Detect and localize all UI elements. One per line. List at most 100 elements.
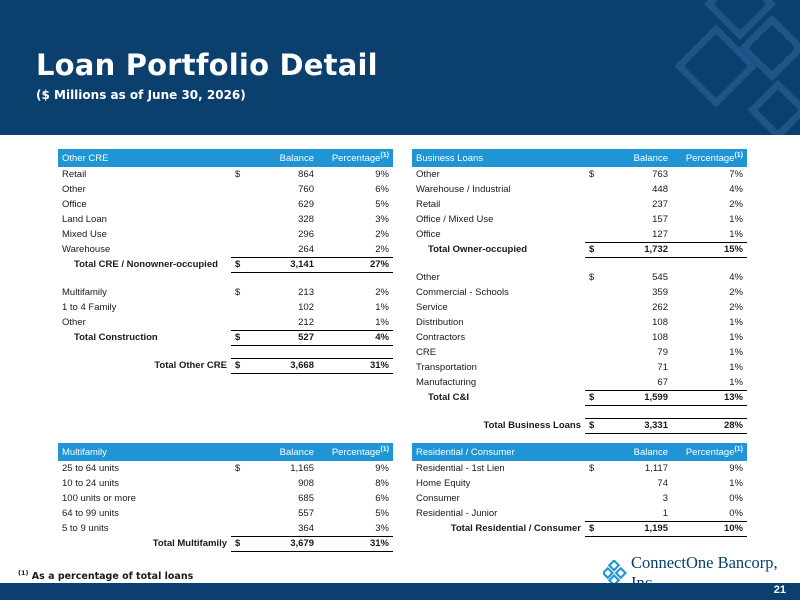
table-row: Other 212 1% [58,315,393,330]
page-number: 21 [773,584,786,596]
balance-value: 864 [298,169,314,180]
balance-value: 108 [652,332,668,343]
balance-value: 448 [652,184,668,195]
percentage-label: Percentage [685,447,735,459]
table-heading: Other CRE [58,149,231,167]
total-row: Total Owner-occupied $1,732 15% [412,241,747,258]
currency-symbol: $ [585,520,599,537]
currency-symbol [585,212,599,227]
balance-value: 3,668 [245,357,318,374]
balance-value: 79 [657,347,668,358]
balance-value: 685 [298,493,314,504]
table-heading: Multifamily [58,443,231,461]
percentage-value: 6% [375,493,389,504]
row-label: Warehouse [62,244,111,255]
percentage-value: 2% [375,229,389,240]
balance-value: 213 [298,287,314,298]
percentage-value: 1% [729,347,743,358]
currency-symbol [585,300,599,315]
table-row: Manufacturing 67 1% [412,375,747,390]
currency-symbol: $ [235,287,241,298]
currency-symbol [231,506,245,521]
balance-value: 527 [245,329,318,346]
percentage-value: 2% [375,287,389,298]
balance-value: 74 [657,478,668,489]
row-label: Other [62,184,86,195]
currency-symbol [585,227,599,242]
row-label: Total Construction [74,332,158,343]
row-label: Total Residential / Consumer [450,523,581,534]
currency-symbol [231,491,245,506]
currency-symbol: $ [589,169,595,180]
currency-symbol: $ [231,256,245,273]
footnote-marker: (1) [734,445,743,453]
balance-value: 760 [298,184,314,195]
spacer-cell [58,345,393,358]
percentage-value: 5% [375,199,389,210]
percentage-value: 2% [729,302,743,313]
currency-symbol [231,521,245,536]
balance-value: 1 [662,507,668,519]
percentage-value: 6% [375,184,389,195]
percentage-value: 9% [375,169,389,180]
row-label: Land Loan [62,214,107,225]
percentage-value: 1% [729,362,743,373]
percentage-label: Percentage [331,447,381,459]
spacer-cell [412,405,747,418]
currency-symbol [231,212,245,227]
table-row: Commercial - Schools 359 2% [412,285,747,300]
row-label: 5 to 9 units [62,523,109,534]
percentage-value: 0% [729,507,743,519]
row-label: Office / Mixed Use [416,214,494,225]
table-row: Mixed Use 296 2% [58,227,393,242]
balance-column-header: Balance [231,443,318,461]
currency-symbol [585,476,599,491]
footnote: (1) As a percentage of total loans [18,569,193,582]
balance-value: 3 [662,493,668,504]
row-label: Retail [416,199,441,210]
percentage-value: 8% [375,478,389,489]
currency-symbol [231,227,245,242]
percentage-value: 1% [729,317,743,328]
percentage-value: 4% [729,272,743,283]
table-row: Warehouse / Industrial 448 4% [412,182,747,197]
currency-symbol: $ [589,463,595,474]
spacer-row [58,272,393,285]
percentage-value: 2% [375,243,389,255]
table-row: Multifamily $213 2% [58,285,393,300]
spacer-row [412,405,747,418]
balance-value: 908 [298,478,314,489]
table-row: Other $763 7% [412,167,747,182]
table-row: 25 to 64 units $1,165 9% [58,461,393,476]
currency-symbol [231,315,245,330]
total-row: Total C&I $1,599 13% [412,389,747,406]
percentage-column-header: Percentage(1) [318,149,393,167]
currency-symbol: $ [231,535,245,552]
table-row: Other $545 4% [412,270,747,285]
balance-value: 1,117 [644,463,668,474]
percentage-value: 5% [375,508,389,519]
row-label: Commercial - Schools [416,287,509,298]
balance-value: 545 [652,272,668,283]
table-row: Distribution 108 1% [412,315,747,330]
row-label: Total C&I [428,392,469,403]
percentage-value: 7% [729,169,743,180]
table-row: Warehouse 264 2% [58,242,393,257]
balance-value: 1,599 [599,389,672,406]
table-row: 10 to 24 units 908 8% [58,476,393,491]
balance-value: 212 [298,316,314,328]
currency-symbol [585,491,599,506]
percentage-value: 9% [729,463,743,474]
percentage-value: 1% [729,214,743,225]
percentage-value: 13% [672,389,747,406]
table-row: Home Equity 74 1% [412,476,747,491]
percentage-value: 3% [375,522,389,534]
table-row: Office 629 5% [58,197,393,212]
row-label: Residential - Junior [416,508,498,519]
balance-value: 67 [657,376,668,388]
balance-value: 328 [298,214,314,225]
row-label: Transportation [416,362,477,373]
row-label: Home Equity [416,478,471,489]
balance-value: 71 [657,362,668,373]
row-label: Service [416,302,448,313]
